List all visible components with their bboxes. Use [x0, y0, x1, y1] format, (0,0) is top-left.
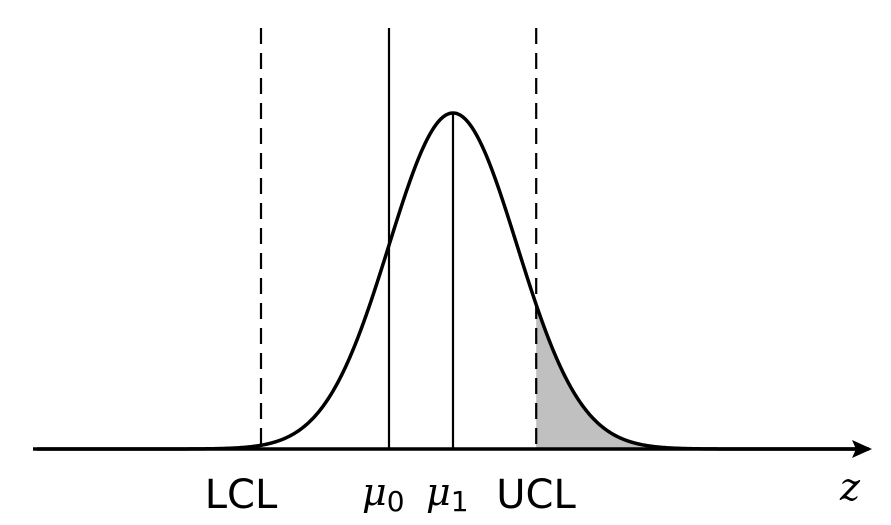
lcl-label: LCL [205, 472, 278, 518]
mu1-subscript: 1 [451, 485, 469, 518]
mu1-label: μ1 [426, 470, 469, 518]
mu0-subscript: 0 [387, 485, 405, 518]
mu0-label: μ0 [362, 470, 405, 518]
upper-tail-shade [536, 304, 869, 449]
ucl-label: UCL [496, 472, 576, 518]
mu1-symbol: μ [426, 470, 451, 514]
z-axis-arrowhead [852, 440, 872, 458]
mu0-symbol: μ [362, 470, 387, 514]
z-axis-label: z [839, 465, 861, 509]
